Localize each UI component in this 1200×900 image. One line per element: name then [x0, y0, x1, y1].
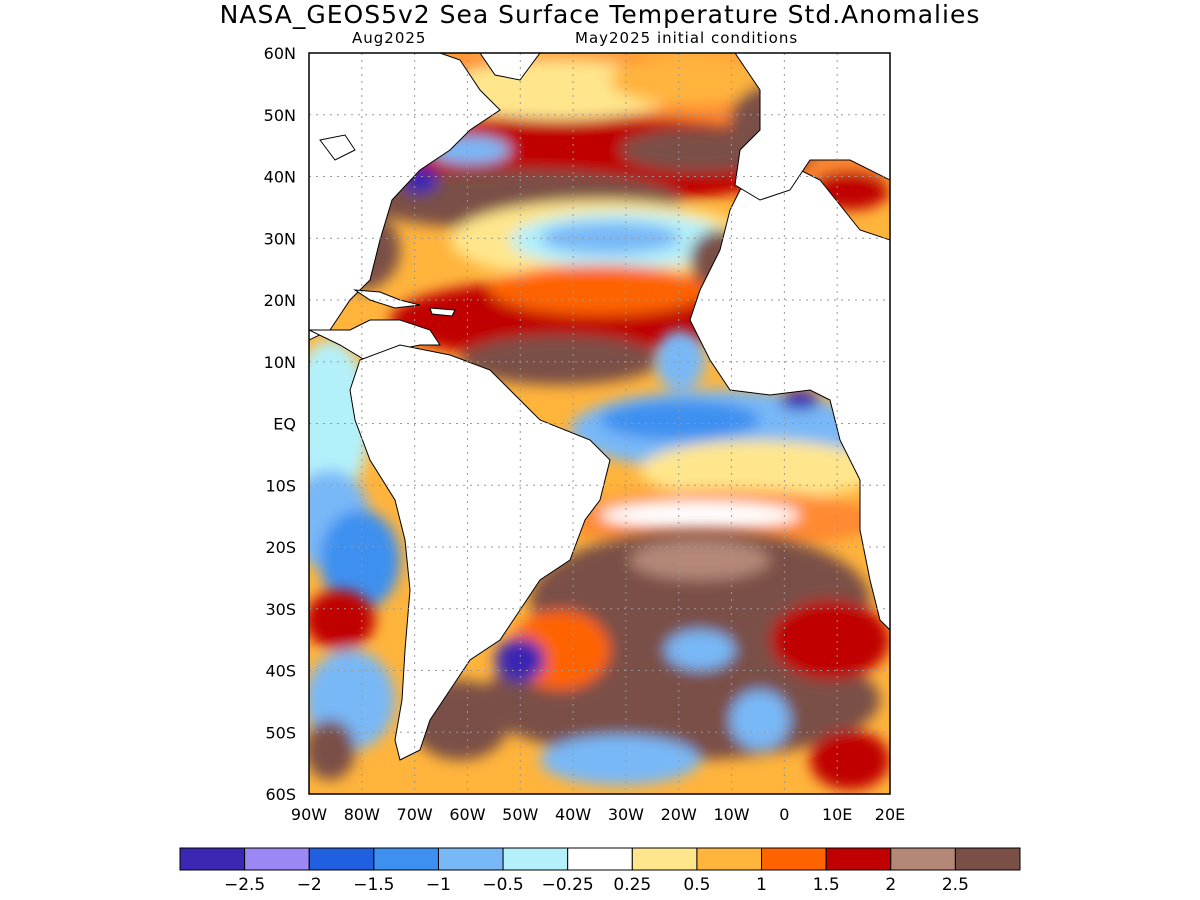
colorbar-label: 0.25: [613, 875, 651, 895]
colorbar-label: −2.5: [224, 875, 265, 895]
lat-label: 40N: [264, 168, 296, 187]
lat-label: 10S: [265, 476, 296, 495]
colorbar-swatch: [308, 847, 375, 871]
lon-label: 20E: [875, 805, 905, 824]
initial-conditions-label: May2025 initial conditions: [575, 29, 799, 47]
colorbar-swatch: [696, 847, 763, 871]
lon-label: 90W: [291, 805, 327, 824]
latitude-labels: 60N 50N 40N 30N 20N 10N EQ 10S 20S 30S 40S 50S 60S: [264, 44, 296, 804]
colorbar-label: −2: [297, 875, 322, 895]
lat-label: 40S: [265, 662, 296, 681]
colorbar-swatch: [179, 847, 246, 871]
lon-label: 70W: [397, 805, 433, 824]
colorbar-label: −1: [426, 875, 451, 895]
colorbar-swatch: [954, 847, 1021, 871]
colorbar-label: 1: [756, 875, 767, 895]
lon-label: 20W: [661, 805, 697, 824]
lon-label: 60W: [449, 805, 485, 824]
colorbar-label: 2: [885, 875, 896, 895]
lat-label: 20S: [265, 538, 296, 557]
lon-label: 80W: [344, 805, 380, 824]
lon-label: 0: [779, 805, 789, 824]
lat-label: 60N: [264, 44, 296, 63]
lat-label: 60S: [265, 785, 296, 804]
colorbar-swatch: [373, 847, 439, 871]
lat-label: 30N: [264, 229, 296, 248]
lon-label: 50W: [502, 805, 538, 824]
colorbar-label: 2.5: [942, 875, 969, 895]
lat-label: 10N: [264, 353, 296, 372]
map-title: NASA_GEOS5v2 Sea Surface Temperature Std…: [219, 0, 981, 29]
lat-label: 20N: [264, 291, 296, 310]
colorbar-swatch: [437, 847, 504, 871]
lat-label: EQ: [273, 415, 296, 434]
colorbar-label: 1.5: [813, 875, 840, 895]
plot-frame: [308, 52, 891, 795]
lat-label: 50S: [265, 723, 296, 742]
graticule: [309, 53, 890, 794]
colorbar-swatch: [825, 847, 892, 871]
colorbar-label: −1.5: [353, 875, 394, 895]
colorbar-swatch: [502, 847, 569, 871]
colorbar-label: 0.5: [683, 875, 710, 895]
colorbar-swatch: [567, 847, 633, 871]
colorbar-labels: −2.5 −2 −1.5 −1 −0.5 −0.25 0.25 0.5 1 1.5 2 2.5: [224, 875, 969, 895]
longitude-labels: 90W 80W 70W 60W 50W 40W 30W 20W 10W 0 10E 20E: [291, 805, 905, 824]
colorbar-swatch: [890, 847, 956, 871]
colorbar-label: −0.5: [482, 875, 523, 895]
colorbar-swatch: [631, 847, 698, 871]
valid-month-label: Aug2025: [352, 29, 427, 47]
colorbar-swatch: [761, 847, 827, 871]
colorbar-label: −0.25: [542, 875, 594, 895]
lon-label: 10E: [822, 805, 852, 824]
colorbar: [179, 847, 1021, 871]
lat-label: 30S: [265, 600, 296, 619]
lon-label: 30W: [608, 805, 644, 824]
lon-label: 40W: [555, 805, 591, 824]
colorbar-swatch: [244, 847, 310, 871]
lat-label: 50N: [264, 106, 296, 125]
lon-label: 10W: [713, 805, 749, 824]
